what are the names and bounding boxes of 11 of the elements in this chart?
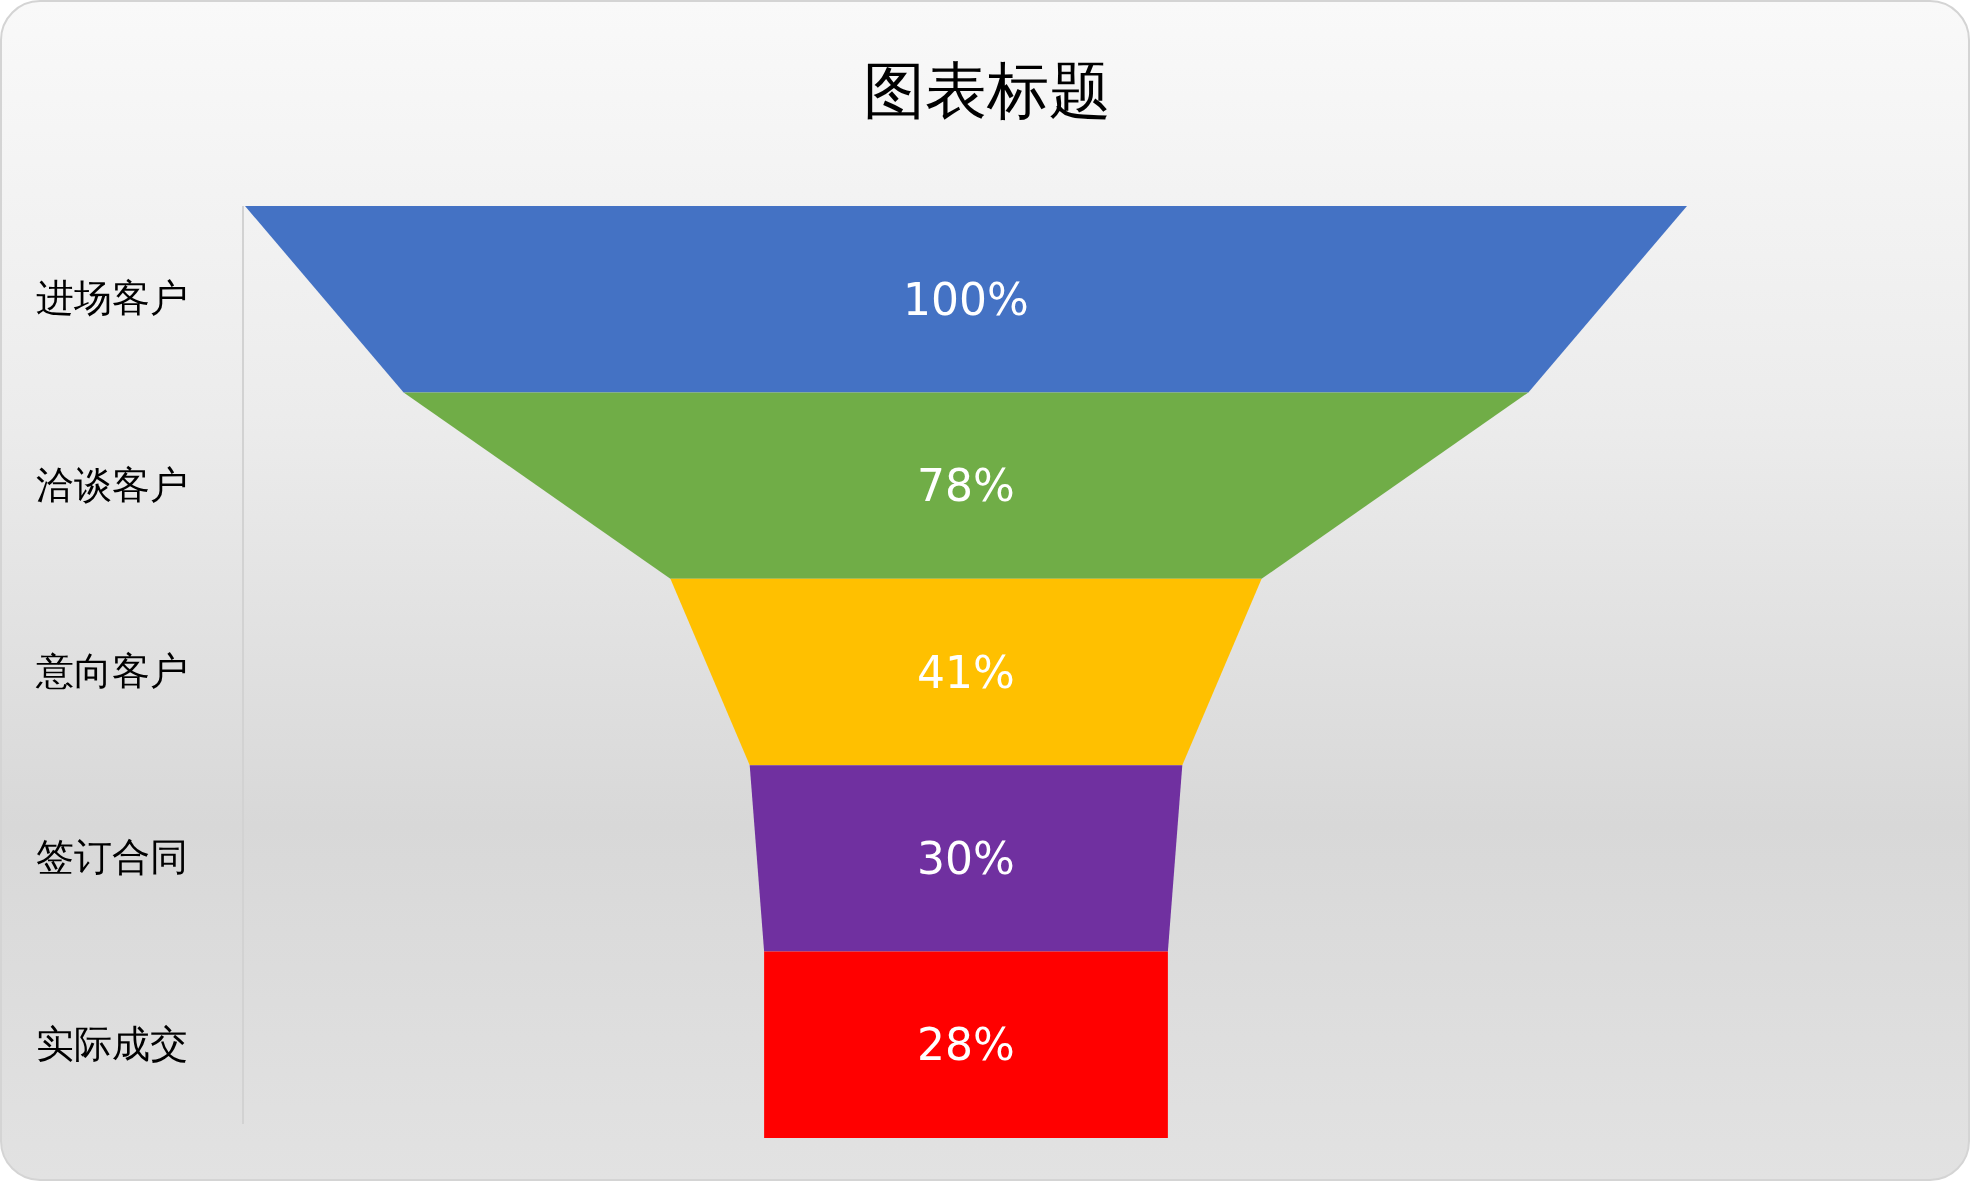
- category-label: 实际成交: [36, 1021, 188, 1066]
- text: 图表标题: [862, 54, 1112, 129]
- category-label: 签订合同: [36, 835, 188, 880]
- category-label: 意向客户: [36, 649, 188, 694]
- data-label: 30%: [917, 833, 1015, 885]
- data-label: 41%: [917, 646, 1015, 698]
- category-label: 进场客户: [36, 276, 188, 321]
- category-label: 洽谈客户: [36, 462, 188, 507]
- data-label: 28%: [917, 1019, 1015, 1071]
- data-label: 100%: [903, 273, 1029, 325]
- data-label: 78%: [917, 460, 1015, 512]
